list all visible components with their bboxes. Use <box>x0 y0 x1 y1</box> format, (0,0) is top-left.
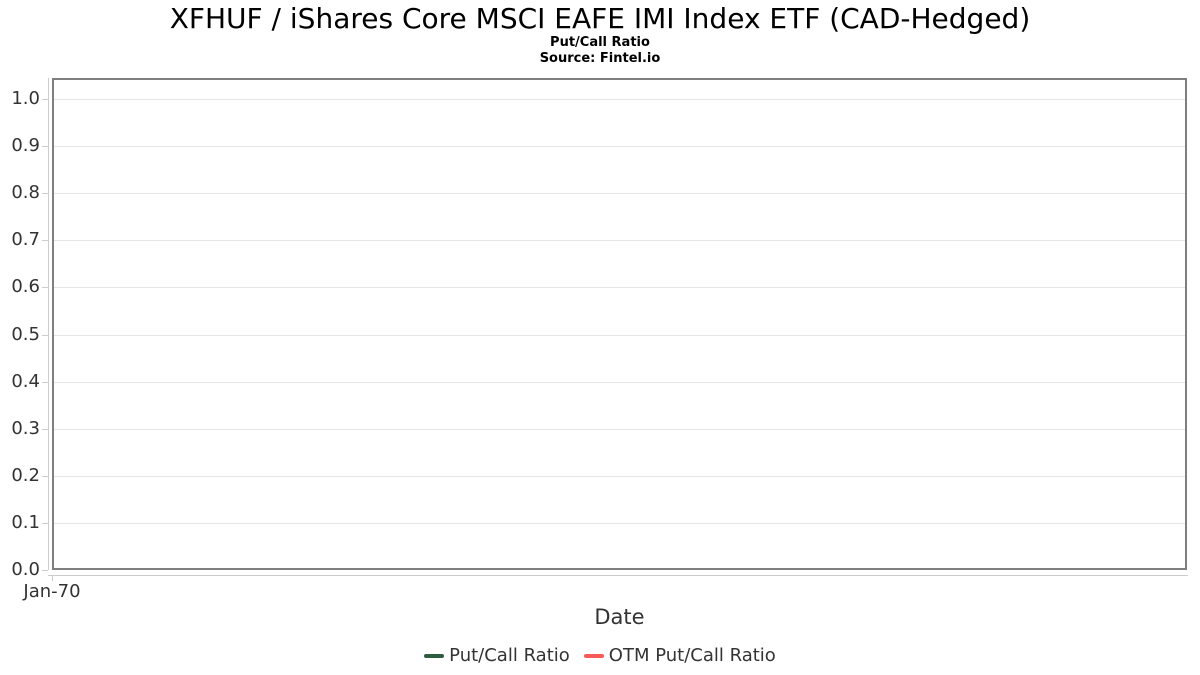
gridline <box>54 476 1185 477</box>
y-axis-tick <box>42 99 48 100</box>
x-axis-tick <box>52 576 53 581</box>
legend-series-swatch <box>424 653 445 658</box>
plot-area <box>52 78 1187 570</box>
chart-source: Source: Fintel.io <box>539 51 661 66</box>
gridline <box>54 429 1185 430</box>
x-axis-line <box>48 575 1188 576</box>
y-axis-tick <box>42 146 48 147</box>
legend-series-label: OTM Put/Call Ratio <box>608 645 776 666</box>
y-tick-label: 0.8 <box>11 182 40 203</box>
x-axis-title: Date <box>594 605 645 629</box>
y-axis-tick <box>42 523 48 524</box>
y-tick-label: 0.7 <box>11 229 40 250</box>
gridline <box>54 240 1185 241</box>
y-tick-label: 0.6 <box>11 276 40 297</box>
y-tick-label: 0.2 <box>11 465 40 486</box>
y-axis-tick <box>42 382 48 383</box>
y-tick-label: 0.4 <box>11 371 40 392</box>
y-axis-tick <box>42 193 48 194</box>
y-axis-tick <box>42 240 48 241</box>
y-tick-label: 0.3 <box>11 418 40 439</box>
y-tick-label: 0.1 <box>11 512 40 533</box>
chart-title: XFHUF / iShares Core MSCI EAFE IMI Index… <box>169 2 1031 35</box>
chart-subtitle: Put/Call Ratio <box>550 35 650 50</box>
y-axis-tick <box>42 287 48 288</box>
y-tick-label: 1.0 <box>11 88 40 109</box>
y-tick-label: 0.5 <box>11 324 40 345</box>
gridline <box>54 335 1185 336</box>
gridline <box>54 146 1185 147</box>
y-axis-tick <box>42 335 48 336</box>
y-axis-tick <box>42 429 48 430</box>
x-tick-label: Jan-70 <box>23 581 81 602</box>
gridline <box>54 287 1185 288</box>
y-axis-tick <box>42 476 48 477</box>
gridline <box>54 382 1185 383</box>
legend-series-label: Put/Call Ratio <box>449 645 570 666</box>
legend: Put/Call Ratio OTM Put/Call Ratio <box>0 645 1200 666</box>
y-axis-tick <box>42 570 48 571</box>
legend-item[interactable]: Put/Call Ratio <box>424 645 570 666</box>
y-axis-line <box>48 78 49 570</box>
gridline <box>54 99 1185 100</box>
gridline <box>54 523 1185 524</box>
y-tick-label: 0.9 <box>11 135 40 156</box>
gridline <box>54 193 1185 194</box>
legend-item[interactable]: OTM Put/Call Ratio <box>583 645 776 666</box>
legend-series-swatch <box>583 653 604 658</box>
y-tick-label: 0.0 <box>11 559 40 580</box>
